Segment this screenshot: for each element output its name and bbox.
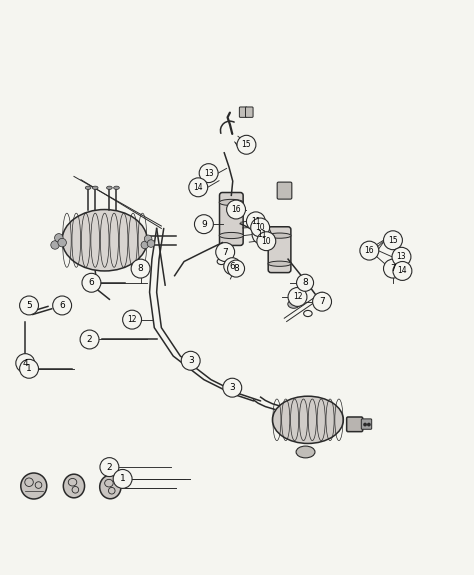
Ellipse shape <box>316 300 328 308</box>
Text: 2: 2 <box>87 335 92 344</box>
Circle shape <box>297 274 314 292</box>
Text: 5: 5 <box>26 301 32 310</box>
Text: 8: 8 <box>302 278 308 288</box>
Circle shape <box>223 378 242 397</box>
Text: 1: 1 <box>120 474 126 484</box>
Circle shape <box>82 273 101 292</box>
FancyBboxPatch shape <box>346 417 363 432</box>
Circle shape <box>383 231 402 250</box>
Text: 8: 8 <box>138 264 144 273</box>
Text: 4: 4 <box>22 359 28 367</box>
Text: 15: 15 <box>388 236 398 245</box>
FancyBboxPatch shape <box>361 419 372 430</box>
Circle shape <box>224 258 241 275</box>
Circle shape <box>227 200 246 219</box>
Circle shape <box>55 233 63 242</box>
Circle shape <box>288 288 307 306</box>
Ellipse shape <box>219 232 244 239</box>
Circle shape <box>113 469 132 488</box>
Ellipse shape <box>268 233 291 238</box>
Circle shape <box>181 351 200 370</box>
Circle shape <box>131 259 150 278</box>
Ellipse shape <box>21 473 47 499</box>
Circle shape <box>19 359 38 378</box>
Circle shape <box>100 458 119 477</box>
Ellipse shape <box>62 209 147 271</box>
Text: 13: 13 <box>204 168 213 178</box>
Ellipse shape <box>296 446 315 458</box>
Circle shape <box>228 260 245 277</box>
FancyBboxPatch shape <box>246 107 253 117</box>
Text: 14: 14 <box>193 183 203 192</box>
Text: 1: 1 <box>26 365 32 373</box>
Circle shape <box>392 247 411 266</box>
Ellipse shape <box>288 300 300 308</box>
Circle shape <box>363 423 367 427</box>
Text: 3: 3 <box>229 383 235 392</box>
Circle shape <box>367 423 371 427</box>
Circle shape <box>51 241 59 249</box>
Text: 16: 16 <box>231 205 241 214</box>
Circle shape <box>194 214 213 233</box>
Text: 13: 13 <box>397 252 406 261</box>
Text: 11: 11 <box>257 230 266 239</box>
Circle shape <box>19 296 38 315</box>
Text: 15: 15 <box>242 140 251 150</box>
Circle shape <box>360 241 379 260</box>
Text: 10: 10 <box>262 237 271 246</box>
Circle shape <box>251 218 270 237</box>
Circle shape <box>16 354 35 373</box>
Text: 2: 2 <box>107 463 112 471</box>
Circle shape <box>147 240 155 247</box>
FancyBboxPatch shape <box>239 107 247 117</box>
Text: 9: 9 <box>201 220 207 229</box>
Circle shape <box>123 310 142 329</box>
Circle shape <box>313 292 331 311</box>
Circle shape <box>252 225 271 244</box>
Circle shape <box>237 135 256 154</box>
FancyBboxPatch shape <box>219 193 243 246</box>
Circle shape <box>199 164 218 183</box>
Ellipse shape <box>100 475 121 499</box>
Text: 11: 11 <box>251 217 261 226</box>
FancyBboxPatch shape <box>277 182 292 199</box>
Text: 12: 12 <box>128 315 137 324</box>
FancyBboxPatch shape <box>268 227 291 273</box>
Circle shape <box>216 243 235 262</box>
Ellipse shape <box>64 474 84 498</box>
Text: 14: 14 <box>398 266 407 275</box>
Text: 12: 12 <box>293 293 302 301</box>
Text: 7: 7 <box>319 297 325 306</box>
Circle shape <box>383 259 402 278</box>
Ellipse shape <box>107 186 112 189</box>
Text: 8: 8 <box>233 264 239 273</box>
Circle shape <box>58 239 66 247</box>
Text: 10: 10 <box>255 223 265 232</box>
Ellipse shape <box>273 396 343 443</box>
Text: 6: 6 <box>229 262 235 271</box>
Text: 7: 7 <box>222 248 228 256</box>
Ellipse shape <box>114 186 119 189</box>
Circle shape <box>246 212 265 231</box>
Text: 3: 3 <box>188 356 193 365</box>
Ellipse shape <box>219 200 244 205</box>
Text: 16: 16 <box>365 246 374 255</box>
Circle shape <box>53 296 72 315</box>
Text: 7: 7 <box>390 264 396 273</box>
Circle shape <box>141 241 149 249</box>
Circle shape <box>393 262 412 281</box>
Circle shape <box>189 178 208 197</box>
Circle shape <box>80 330 99 349</box>
Text: 6: 6 <box>89 278 94 288</box>
Ellipse shape <box>92 186 98 189</box>
Text: 6: 6 <box>59 301 65 310</box>
Circle shape <box>257 232 276 251</box>
Ellipse shape <box>268 261 291 266</box>
Ellipse shape <box>85 186 91 189</box>
Circle shape <box>145 235 152 243</box>
